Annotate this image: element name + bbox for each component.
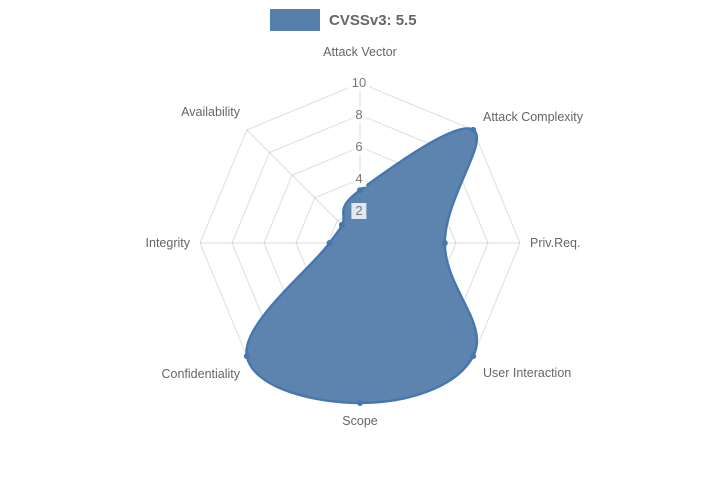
axis-label-attack-complexity: Attack Complexity	[483, 110, 584, 124]
axis-label-attack-vector: Attack Vector	[323, 45, 397, 59]
legend-label: CVSSv3: 5.5	[329, 11, 417, 29]
radial-tick-6: 6	[351, 139, 367, 155]
radial-tick-2: 2	[351, 203, 367, 219]
radial-tick-8: 8	[351, 107, 367, 123]
radial-tick-10: 10	[347, 75, 371, 91]
data-point-4	[357, 400, 363, 406]
axis-label-priv-req: Priv.Req.	[530, 236, 581, 250]
data-point-6	[326, 240, 333, 246]
data-point-1	[470, 126, 477, 133]
axis-label-integrity: Integrity	[145, 236, 190, 250]
radar-data-polygon	[243, 126, 479, 406]
data-point-3	[470, 353, 477, 360]
axis-label-scope: Scope	[342, 414, 378, 428]
axis-label-user-interaction: User Interaction	[483, 366, 572, 380]
axis-label-availability: Availability	[181, 105, 240, 119]
legend-swatch	[270, 9, 320, 31]
data-point-7	[338, 221, 345, 228]
radial-tick-4: 4	[351, 171, 367, 187]
data-point-2	[441, 240, 448, 246]
axis-label-confidentiality: Confidentiality	[161, 367, 240, 381]
legend-item[interactable]: CVSSv3: 5.5	[270, 9, 417, 31]
data-point-5	[243, 353, 250, 360]
data-point-0	[357, 187, 363, 194]
